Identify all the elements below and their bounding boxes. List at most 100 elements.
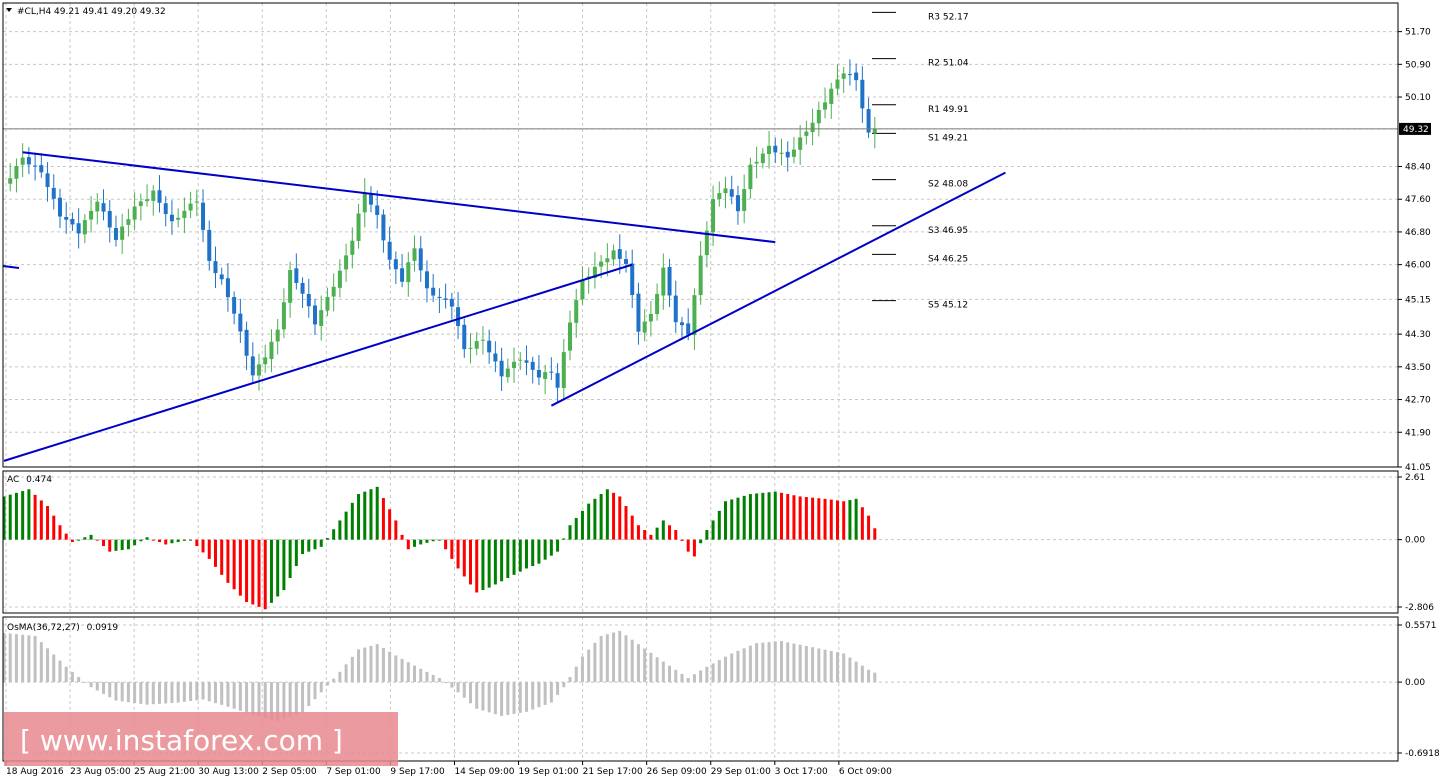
- candle-body: [319, 310, 324, 326]
- ac-bar: [294, 539, 298, 567]
- osma-bar: [867, 669, 871, 683]
- candle-body: [151, 190, 156, 201]
- line-fragment: [2, 265, 20, 269]
- pivot-label: R3 52.17: [928, 12, 969, 22]
- candle-body: [188, 203, 193, 211]
- ac-bar: [724, 501, 728, 540]
- candle-body: [480, 339, 485, 341]
- osma-indicator-name: OsMA(36,72,27): [7, 623, 80, 633]
- x-tick-label: 3 Oct 17:00: [775, 767, 828, 777]
- osma-bar: [245, 682, 249, 713]
- ac-bar: [574, 518, 578, 540]
- osma-bar: [257, 682, 261, 717]
- osma-bar: [618, 630, 622, 683]
- panel-frames: [2, 2, 1399, 762]
- osma-bar: [307, 682, 311, 707]
- candle-body: [841, 73, 846, 79]
- osma-bar: [531, 682, 535, 710]
- candle-body: [45, 173, 50, 188]
- osma-bar: [58, 660, 62, 683]
- osma-bar: [444, 682, 448, 684]
- osma-bar: [692, 674, 696, 683]
- osma-bar: [612, 632, 616, 683]
- ac-indicator-name: AC: [7, 475, 19, 485]
- ac-bar: [120, 539, 124, 551]
- osma-bar: [736, 650, 740, 683]
- candle-body: [145, 199, 150, 202]
- ac-bar: [811, 497, 815, 540]
- ac-bar: [692, 539, 696, 557]
- ac-bar: [201, 539, 205, 553]
- osma-bar: [64, 666, 68, 683]
- osma-bar: [425, 671, 429, 683]
- osma-bar: [2, 632, 6, 683]
- candle-body: [456, 307, 461, 327]
- candle-body: [462, 324, 467, 350]
- ac-bar: [238, 539, 242, 596]
- osma-bar: [139, 682, 143, 704]
- candle-body: [182, 210, 187, 218]
- x-tick-label: 7 Sep 01:00: [326, 767, 381, 777]
- ac-bar: [599, 494, 603, 540]
- osma-bar: [332, 678, 336, 683]
- ac-bar: [829, 499, 833, 540]
- ac-bar: [842, 501, 846, 540]
- ac-bar: [288, 539, 292, 579]
- ac-bar: [151, 539, 155, 541]
- candle-body: [617, 249, 622, 259]
- candle-body: [294, 268, 299, 283]
- candle-body: [387, 241, 392, 260]
- ac-bar: [556, 539, 560, 552]
- ac-bar: [369, 489, 373, 540]
- ac-bar: [133, 539, 137, 546]
- candle-body: [742, 189, 747, 211]
- osma-bar: [350, 656, 354, 683]
- candle-body: [176, 217, 181, 220]
- candle-body: [611, 250, 616, 260]
- candle-body: [269, 341, 274, 360]
- x-tick-label: 29 Sep 01:00: [711, 767, 771, 777]
- osma-bar: [767, 642, 771, 683]
- candle-body: [443, 298, 448, 300]
- osma-bar: [574, 666, 578, 683]
- ac-bar: [437, 539, 441, 541]
- osma-bar: [481, 682, 485, 711]
- ac-bar: [711, 520, 715, 540]
- ac-bar: [89, 534, 93, 540]
- time-axis: 18 Aug 2016 23 Aug 05:00 25 Aug 21:00 30 Au…: [5, 761, 892, 777]
- osma-bar: [493, 682, 497, 715]
- osma-bar: [556, 682, 560, 695]
- ac-bar: [655, 527, 659, 540]
- ac-bar: [213, 539, 217, 567]
- osma-bar: [624, 635, 628, 683]
- ac-bar: [319, 539, 323, 547]
- ac-bar: [145, 537, 149, 540]
- osma-bar: [8, 633, 12, 683]
- candle-body: [847, 74, 852, 76]
- osma-bar: [848, 657, 852, 683]
- ac-bar: [269, 539, 273, 603]
- osma-bar: [748, 645, 752, 683]
- osma-bar: [95, 682, 99, 691]
- chevron-down-icon[interactable]: [6, 8, 12, 12]
- candle-body: [163, 203, 168, 215]
- osma-bar: [742, 648, 746, 683]
- ac-bar: [705, 530, 709, 540]
- osma-bar: [363, 647, 367, 683]
- ac-bar: [873, 528, 877, 540]
- ac-bar: [195, 539, 199, 547]
- pivot-label: S4 46.25: [928, 254, 968, 264]
- osma-bar: [724, 656, 728, 683]
- osma-bar: [469, 682, 472, 704]
- osma-bar: [201, 682, 205, 700]
- candle-body: [524, 360, 529, 363]
- osma-bar: [506, 682, 510, 715]
- ac-bar: [207, 539, 211, 559]
- osma-bar: [238, 682, 242, 711]
- ac-bar: [780, 492, 783, 540]
- candle-body: [729, 189, 734, 197]
- osma-bar: [294, 682, 298, 715]
- ac-bar: [189, 539, 193, 541]
- osma-bar: [792, 643, 796, 683]
- osma-bar: [170, 682, 174, 704]
